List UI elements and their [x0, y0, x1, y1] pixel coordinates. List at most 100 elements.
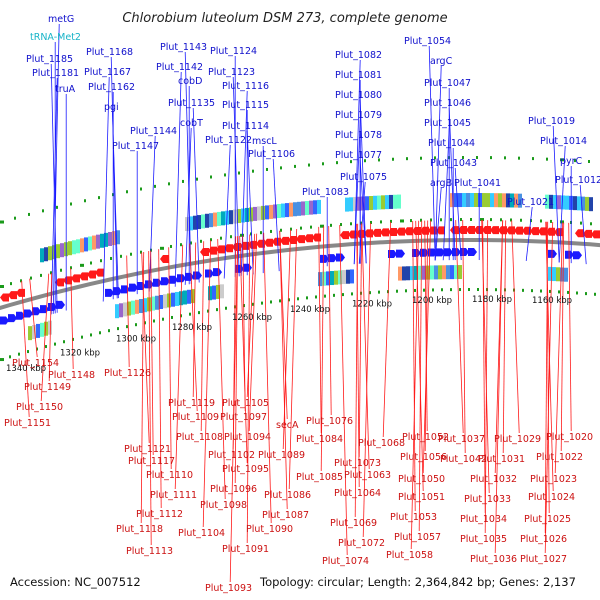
tick-mark: [240, 233, 244, 237]
tick-mark: [70, 202, 72, 206]
top-gene-label: Plut_1012: [555, 175, 600, 186]
tick-marks: [0, 156, 596, 362]
tick-mark: [440, 218, 442, 222]
bottom-gene-label: Plut_1111: [150, 490, 197, 501]
content-band-cell: [422, 265, 426, 280]
content-band-cell: [185, 217, 189, 232]
tick-mark: [50, 271, 52, 275]
bottom-gene-label: Plut_1095: [222, 464, 269, 475]
content-band-cell: [309, 200, 313, 215]
map-title: Chlorobium luteolum DSM 273, complete ge…: [122, 11, 447, 26]
bottom-leader-line: [279, 230, 288, 510]
tick-mark: [135, 323, 137, 327]
tick-mark: [110, 256, 112, 260]
tick-mark: [54, 342, 56, 346]
bottom-leader-line: [354, 223, 359, 518]
content-band-cell: [474, 193, 478, 208]
forward-gene: [420, 248, 429, 257]
forward-gene: [169, 275, 178, 284]
tick-mark: [230, 235, 232, 239]
tick-mark: [14, 216, 16, 220]
reverse-gene: [71, 274, 80, 283]
content-band-cell: [549, 194, 553, 209]
bottom-gene-label: Plut_1104: [178, 528, 225, 539]
content-band-cell: [76, 239, 80, 254]
tick-mark: [450, 288, 452, 292]
content-band-cell: [123, 302, 127, 317]
bottom-gene-label: Plut_1150: [16, 402, 63, 413]
content-band-cell: [212, 285, 216, 300]
content-band-cell: [175, 291, 179, 306]
content-band-cell: [349, 197, 353, 212]
tick-mark: [72, 337, 74, 341]
top-gene-label: Plut_1077: [335, 150, 382, 161]
top-leader-line: [359, 99, 367, 264]
tick-mark: [540, 219, 542, 223]
tick-mark: [594, 292, 596, 296]
top-leader-line: [552, 125, 560, 263]
tick-mark: [270, 229, 272, 233]
content-band-cell: [326, 271, 330, 286]
content-band-cell: [494, 193, 498, 208]
content-band-cell: [398, 266, 402, 281]
tick-mark: [476, 156, 478, 160]
tick-mark: [340, 223, 342, 227]
content-band-cell: [127, 301, 131, 316]
content-band-cell: [209, 213, 213, 228]
tick-mark: [99, 331, 101, 335]
bottom-leader-line: [318, 226, 322, 434]
bottom-leader-line: [21, 280, 30, 418]
reverse-gene: [554, 228, 563, 237]
bottom-gene-label: Plut_1110: [146, 470, 193, 481]
tick-mark: [378, 158, 380, 162]
tick-mark: [470, 218, 472, 221]
kbp-label: 1160 kbp: [532, 296, 572, 306]
content-band-cell: [293, 202, 297, 217]
kbp-label: 1300 kbp: [116, 335, 156, 345]
top-gene-labels: metG tRNA-Met2 Plut_1185 Plut_1181 truA Plut_…: [26, 14, 600, 208]
top-leader-line: [50, 77, 58, 315]
reverse-gene: [16, 288, 25, 297]
bottom-gene-label: Plut_1058: [386, 550, 433, 561]
content-band-cell: [119, 303, 123, 318]
tick-mark: [90, 333, 92, 337]
tick-mark: [252, 302, 254, 306]
forward-gene: [388, 250, 397, 259]
bottom-leader-line: [248, 233, 258, 432]
content-band-cell: [466, 193, 470, 208]
content-band-cell: [402, 266, 406, 281]
tick-mark: [450, 218, 452, 222]
tick-mark: [60, 268, 62, 272]
reverse-gene: [575, 229, 584, 238]
tick-mark: [378, 290, 380, 294]
tick-mark: [532, 157, 534, 161]
reverse-gene: [160, 255, 169, 264]
tick-mark: [36, 347, 38, 351]
content-band-cell: [564, 267, 568, 282]
bottom-leader-line: [40, 273, 50, 402]
tick-mark: [480, 218, 484, 222]
kbp-label: 1240 kbp: [290, 305, 330, 315]
kbp-label: 1320 kbp: [60, 348, 100, 358]
top-gene-label: Plut_1079: [335, 110, 382, 121]
bottom-leader-line: [410, 220, 420, 550]
tick-mark: [308, 163, 310, 167]
bottom-gene-label: Plut_1105: [222, 398, 269, 409]
content-band-cell: [104, 232, 108, 247]
tick-mark: [270, 300, 272, 304]
tick-mark: [420, 156, 422, 160]
tick-mark: [490, 218, 492, 222]
content-band-cell: [322, 271, 326, 286]
reverse-gene: [264, 238, 273, 247]
content-band-cell: [135, 299, 139, 314]
tick-mark: [108, 329, 110, 333]
top-gene-label: argB: [430, 178, 452, 189]
tick-mark: [90, 261, 92, 265]
tick-mark: [441, 288, 443, 292]
content-band-cell: [353, 197, 357, 212]
bottom-leader-line: [462, 220, 466, 454]
content-band-cell: [44, 321, 48, 336]
content-band-cell: [297, 201, 301, 216]
tick-mark: [70, 266, 72, 270]
content-band-cell: [518, 193, 522, 208]
